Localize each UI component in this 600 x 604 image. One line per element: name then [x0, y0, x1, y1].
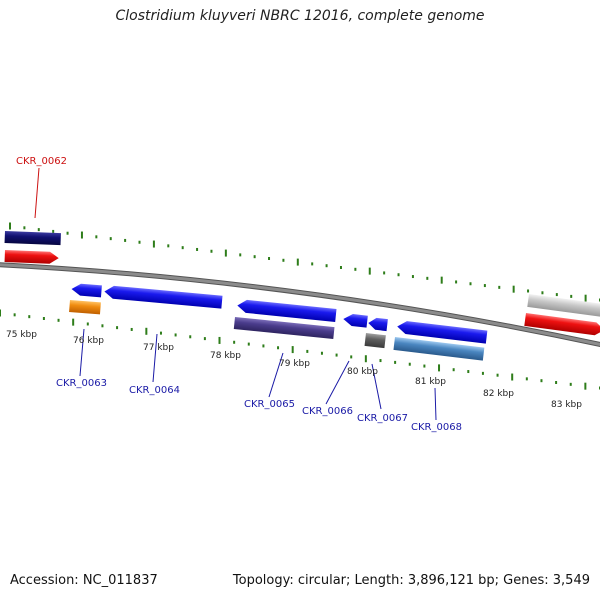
callout-line-ckr-0064	[152, 333, 158, 383]
scale-label: 77 kbp	[143, 343, 174, 353]
gene-label-ckr-0067: CKR_0067	[357, 413, 408, 424]
gene-label-ckr-0068: CKR_0068	[411, 422, 462, 433]
gene-ckr-0063-arrow-group	[71, 283, 102, 298]
gene-label-ckr-0066: CKR_0066	[302, 406, 353, 417]
scale-label: 81 kbp	[415, 377, 446, 387]
navy-feature	[4, 231, 61, 246]
callout-line-ckr-0062	[34, 167, 40, 219]
callout-line-ckr-0068	[434, 387, 437, 421]
gene-ckr-0064-arrow-group	[104, 285, 223, 309]
gene-ckr-0068-arrow-group	[397, 321, 488, 344]
genome-backbone	[0, 262, 600, 347]
scale-ticks	[0, 222, 600, 390]
lightgray-feature-group	[527, 294, 600, 318]
gene-ckr-0063-arrow	[71, 283, 102, 298]
purple-feature	[233, 317, 335, 340]
gray-feature-group	[364, 333, 386, 349]
callout-line-ckr-0067	[371, 363, 382, 410]
gene-ckr-0062-arrow-group	[4, 250, 59, 264]
gene-callouts: CKR_0062 CKR_0063 CKR_0064 CKR_0065 CKR_0066…	[16, 156, 462, 433]
callout-line-ckr-0065	[268, 352, 284, 398]
scale-labels: 75 kbp 76 kbp 77 kbp 78 kbp 79 kbp 80 kbp 81 k…	[6, 330, 582, 410]
scale-label: 82 kbp	[483, 389, 514, 399]
gene-label-ckr-0064: CKR_0064	[129, 385, 180, 396]
callout-line-ckr-0063	[79, 328, 85, 377]
gene-ckr-0067-arrow-group	[368, 317, 388, 332]
steelblue-feature	[393, 337, 485, 361]
gene-ckr-0065-arrow	[237, 299, 337, 322]
topology-text: Topology: circular; Length: 3,896,121 bp…	[232, 573, 590, 588]
red-feature-right	[524, 313, 600, 336]
orange-feature	[69, 300, 101, 315]
purple-feature-group	[233, 317, 335, 340]
gene-features	[4, 231, 600, 361]
navy-feature-group	[4, 231, 61, 246]
gene-ckr-0068-arrow	[397, 321, 488, 344]
gene-ckr-0066-arrow	[343, 314, 368, 328]
scale-label: 80 kbp	[347, 367, 378, 377]
gene-ckr-0065-arrow-group	[237, 299, 337, 322]
gene-ckr-0066-arrow-group	[343, 314, 368, 328]
gene-label-ckr-0065: CKR_0065	[244, 399, 295, 410]
gene-label-ckr-0063: CKR_0063	[56, 378, 107, 389]
gene-label-ckr-0062: CKR_0062	[16, 156, 67, 167]
orange-feature-group	[69, 300, 101, 315]
scale-label: 79 kbp	[279, 359, 310, 369]
scale-label: 76 kbp	[73, 336, 104, 346]
scale-label: 83 kbp	[551, 400, 582, 410]
gene-ckr-0062-arrow	[4, 250, 59, 264]
backbone-highlight	[0, 263, 600, 346]
map-title: Clostridium kluyveri NBRC 12016, complet…	[115, 8, 485, 24]
scale-label: 78 kbp	[210, 351, 241, 361]
accession-text: Accession: NC_011837	[10, 573, 158, 588]
gene-ckr-0064-arrow	[104, 285, 223, 309]
gray-feature	[364, 333, 386, 349]
gene-ckr-0067-arrow	[368, 317, 388, 332]
scale-label: 75 kbp	[6, 330, 37, 340]
lightgray-feature	[527, 294, 600, 318]
steelblue-feature-group	[393, 337, 485, 361]
red-feature-right-group	[524, 313, 600, 336]
callout-line-ckr-0066	[325, 360, 350, 405]
